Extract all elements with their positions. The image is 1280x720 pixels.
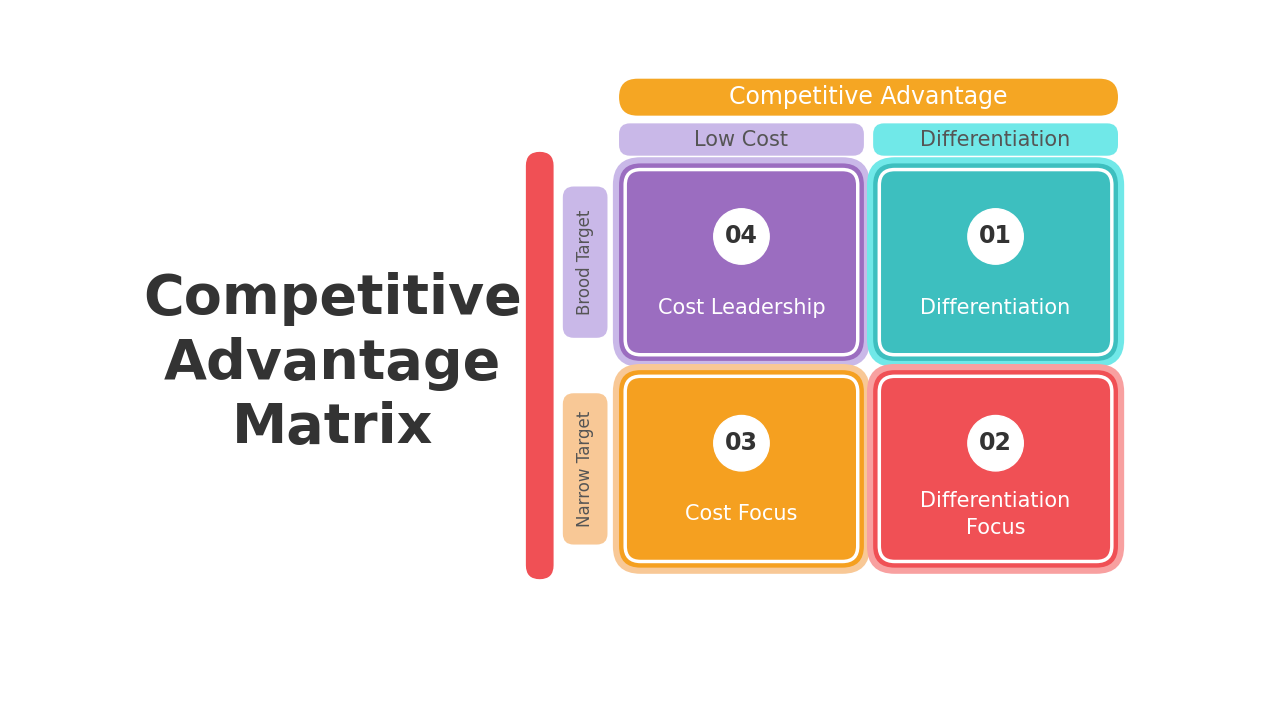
FancyBboxPatch shape [613,364,870,574]
FancyBboxPatch shape [620,370,864,567]
FancyBboxPatch shape [879,377,1112,562]
Circle shape [968,415,1023,471]
Text: Narrow Target: Narrow Target [576,411,594,527]
FancyBboxPatch shape [873,123,1117,156]
Text: Competitive Scope: Competitive Scope [531,280,549,451]
Text: Differentiation: Differentiation [920,130,1070,150]
Text: Brood Target: Brood Target [576,210,594,315]
Text: 01: 01 [979,225,1012,248]
Text: Differentiation: Differentiation [920,297,1070,318]
FancyBboxPatch shape [620,123,864,156]
FancyBboxPatch shape [867,157,1124,367]
FancyBboxPatch shape [620,163,864,361]
FancyBboxPatch shape [620,78,1117,116]
FancyBboxPatch shape [867,364,1124,574]
FancyBboxPatch shape [563,186,608,338]
FancyBboxPatch shape [625,377,858,562]
FancyBboxPatch shape [879,169,1112,355]
Circle shape [714,209,769,264]
Text: Competitive Advantage: Competitive Advantage [730,85,1007,109]
FancyBboxPatch shape [625,169,858,355]
Text: Competitive
Advantage
Matrix: Competitive Advantage Matrix [143,272,522,455]
FancyBboxPatch shape [613,157,870,367]
Text: 04: 04 [724,225,758,248]
FancyBboxPatch shape [873,370,1117,567]
FancyBboxPatch shape [563,393,608,544]
FancyBboxPatch shape [526,152,553,579]
Text: Low Cost: Low Cost [695,130,788,150]
Text: Cost Leadership: Cost Leadership [658,297,826,318]
Text: Cost Focus: Cost Focus [685,504,797,524]
Text: Differentiation
Focus: Differentiation Focus [920,491,1070,538]
Circle shape [714,415,769,471]
FancyBboxPatch shape [873,163,1117,361]
Text: 02: 02 [979,431,1012,455]
Circle shape [968,209,1023,264]
Text: 03: 03 [724,431,758,455]
